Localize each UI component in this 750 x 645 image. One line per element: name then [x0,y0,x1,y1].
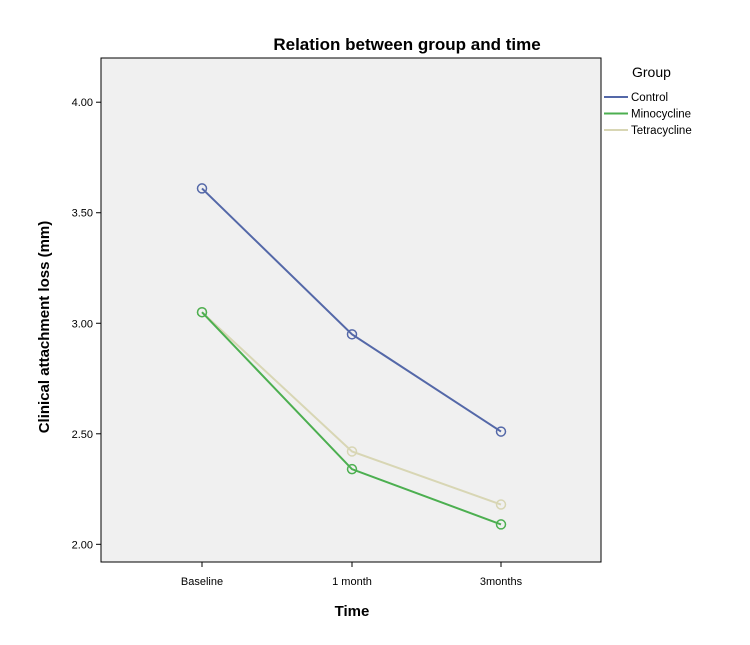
y-tick-label: 3.50 [72,208,93,220]
data-point-control [495,426,507,437]
series-minocycline [196,306,507,530]
series-line-minocycline [201,311,502,526]
data-point-minocycline [346,463,358,475]
y-tick-label: 4.00 [72,97,93,109]
legend-title: Group [632,64,671,80]
x-axis-label: Time [335,603,370,620]
data-point-minocycline [495,519,507,530]
legend-label: Tetracycline [631,125,692,137]
y-tick-label: 3.00 [72,318,93,330]
y-axis-label: Clinical attachment loss (mm) [36,221,53,434]
x-tick-label: 1 month [332,576,372,588]
legend-label: Control [631,92,668,104]
legend-item-control: Control [604,92,668,104]
x-tick-label: 3months [480,576,523,588]
legend-item-tetracycline: Tetracycline [604,125,692,137]
y-tick-label: 2.00 [72,539,93,551]
data-point-control [196,183,208,194]
legend: Group Control Minocycline Tetracycline [604,64,692,137]
series-layer [196,183,507,530]
y-tick-label: 2.50 [72,429,93,441]
data-point-tetracycline [495,499,507,510]
x-tick-label: Baseline [181,576,223,588]
series-line-tetracycline [201,311,502,506]
data-point-minocycline [196,306,208,318]
y-axis: 2.00 2.50 3.00 3.50 4.00 [72,97,101,551]
data-point-tetracycline [346,446,358,457]
legend-label: Minocycline [631,109,691,121]
x-axis: Baseline 1 month 3months [181,562,523,588]
plot-area [100,57,602,563]
legend-item-minocycline: Minocycline [604,109,691,121]
series-control [196,183,507,437]
series-line-control [201,187,502,433]
data-point-control [346,329,358,340]
chart-title: Relation between group and time [273,35,540,54]
